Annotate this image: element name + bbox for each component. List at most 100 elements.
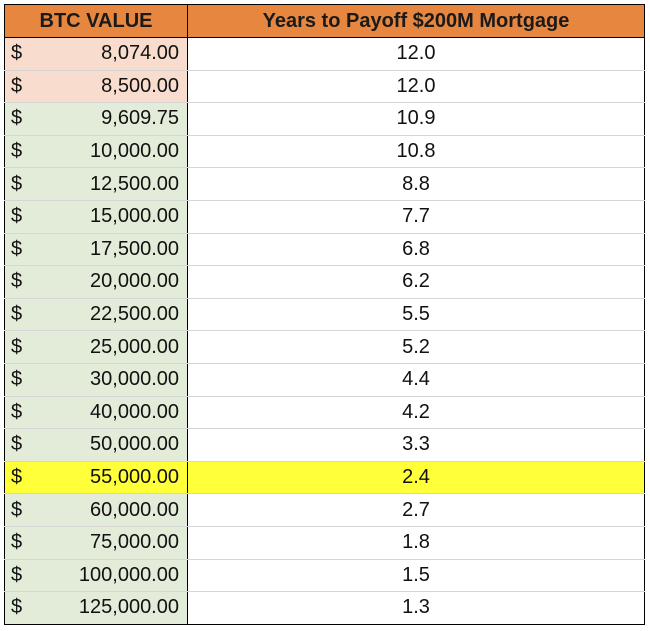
table-row: $17,500.00 6.8 [4,233,645,267]
btc-value-cell[interactable]: $30,000.00 [4,363,188,397]
btc-value-cell[interactable]: $60,000.00 [4,493,188,527]
currency-value: $55,000.00 [5,466,187,489]
years-to-payoff-cell[interactable]: 6.8 [187,233,645,267]
years-to-payoff-cell[interactable]: 7.7 [187,200,645,234]
years-to-payoff-cell[interactable]: 2.4 [187,461,645,495]
currency-symbol: $ [11,400,23,423]
currency-symbol: $ [11,596,23,619]
currency-value: $10,000.00 [5,140,187,163]
btc-value-cell[interactable]: $125,000.00 [4,591,188,625]
btc-amount: 50,000.00 [90,433,179,456]
table-row: $8,500.00 12.0 [4,70,645,104]
currency-value: $25,000.00 [5,336,187,359]
btc-value-cell[interactable]: $40,000.00 [4,396,188,430]
btc-value-cell[interactable]: $15,000.00 [4,200,188,234]
currency-symbol: $ [11,107,23,130]
years-to-payoff-cell[interactable]: 12.0 [187,37,645,71]
btc-value-cell[interactable]: $8,500.00 [4,70,188,104]
years-to-payoff-cell[interactable]: 3.3 [187,428,645,462]
currency-value: $15,000.00 [5,205,187,228]
btc-amount: 10,000.00 [90,140,179,163]
currency-value: $9,609.75 [5,107,187,130]
currency-symbol: $ [11,433,23,456]
table-row: $125,000.00 1.3 [4,591,645,625]
years-to-payoff-cell[interactable]: 4.2 [187,396,645,430]
table-row: $40,000.00 4.2 [4,396,645,430]
table-row: $20,000.00 6.2 [4,265,645,299]
btc-amount: 12,500.00 [90,172,179,195]
currency-value: $8,500.00 [5,75,187,98]
currency-symbol: $ [11,303,23,326]
currency-symbol: $ [11,531,23,554]
table-row: $100,000.00 1.5 [4,559,645,593]
btc-value-cell[interactable]: $100,000.00 [4,559,188,593]
table-row: $30,000.00 4.4 [4,363,645,397]
currency-symbol: $ [11,205,23,228]
currency-value: $8,074.00 [5,42,187,65]
currency-value: $75,000.00 [5,531,187,554]
btc-amount: 60,000.00 [90,498,179,521]
btc-value-cell[interactable]: $10,000.00 [4,135,188,169]
years-to-payoff-cell[interactable]: 2.7 [187,493,645,527]
btc-value-cell[interactable]: $9,609.75 [4,102,188,136]
header-btc-value[interactable]: BTC VALUE [4,4,188,38]
btc-amount: 40,000.00 [90,400,179,423]
years-to-payoff-cell[interactable]: 10.8 [187,135,645,169]
btc-amount: 20,000.00 [90,270,179,293]
years-to-payoff-cell[interactable]: 8.8 [187,167,645,201]
years-to-payoff-cell[interactable]: 5.5 [187,298,645,332]
currency-symbol: $ [11,237,23,260]
currency-symbol: $ [11,335,23,358]
btc-amount: 30,000.00 [90,368,179,391]
currency-value: $125,000.00 [5,596,187,619]
btc-amount: 25,000.00 [90,335,179,358]
table-row: $60,000.00 2.7 [4,493,645,527]
years-to-payoff-cell[interactable]: 1.8 [187,526,645,560]
header-years-to-payoff[interactable]: Years to Payoff $200M Mortgage [187,4,645,38]
currency-value: $60,000.00 [5,499,187,522]
btc-value-cell[interactable]: $12,500.00 [4,167,188,201]
years-to-payoff-cell[interactable]: 10.9 [187,102,645,136]
btc-value-cell[interactable]: $8,074.00 [4,37,188,71]
currency-symbol: $ [11,466,23,489]
table-row: $9,609.75 10.9 [4,102,645,136]
btc-value-cell[interactable]: $17,500.00 [4,233,188,267]
btc-amount: 8,500.00 [101,74,179,97]
btc-amount: 75,000.00 [90,531,179,554]
currency-symbol: $ [11,368,23,391]
table-body: $8,074.00 12.0 $8,500.00 12.0 $9,609.75 10.9 $… [4,37,645,625]
table-row: $25,000.00 5.2 [4,330,645,364]
btc-value-cell[interactable]: $22,500.00 [4,298,188,332]
currency-value: $40,000.00 [5,401,187,424]
btc-value-cell[interactable]: $25,000.00 [4,330,188,364]
btc-value-cell[interactable]: $50,000.00 [4,428,188,462]
currency-value: $100,000.00 [5,564,187,587]
btc-value-cell[interactable]: $20,000.00 [4,265,188,299]
years-to-payoff-cell[interactable]: 6.2 [187,265,645,299]
btc-amount: 9,609.75 [101,107,179,130]
btc-value-cell[interactable]: $75,000.00 [4,526,188,560]
btc-amount: 55,000.00 [90,466,179,489]
years-to-payoff-cell[interactable]: 1.3 [187,591,645,625]
currency-symbol: $ [11,74,23,97]
header-row: BTC VALUE Years to Payoff $200M Mortgage [4,4,645,38]
table-row: $10,000.00 10.8 [4,135,645,169]
btc-amount: 17,500.00 [90,237,179,260]
years-to-payoff-cell[interactable]: 5.2 [187,330,645,364]
currency-symbol: $ [11,140,23,163]
btc-amount: 22,500.00 [90,303,179,326]
years-to-payoff-cell[interactable]: 1.5 [187,559,645,593]
table-row: $22,500.00 5.5 [4,298,645,332]
currency-value: $50,000.00 [5,433,187,456]
currency-symbol: $ [11,270,23,293]
btc-amount: 8,074.00 [101,42,179,65]
table-row: $15,000.00 7.7 [4,200,645,234]
btc-value-cell[interactable]: $55,000.00 [4,461,188,495]
years-to-payoff-cell[interactable]: 4.4 [187,363,645,397]
table-row: $75,000.00 1.8 [4,526,645,560]
currency-symbol: $ [11,563,23,586]
years-to-payoff-cell[interactable]: 12.0 [187,70,645,104]
btc-amount: 15,000.00 [90,205,179,228]
currency-symbol: $ [11,42,23,65]
btc-payoff-table: BTC VALUE Years to Payoff $200M Mortgage… [4,4,645,625]
